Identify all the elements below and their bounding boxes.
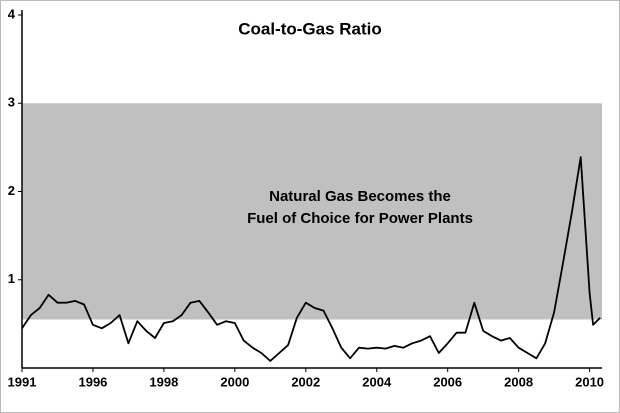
data-line [21, 156, 601, 362]
y-tick-label: 2 [8, 183, 15, 198]
x-tick-label: 2000 [220, 374, 249, 389]
y-tick-label: 4 [8, 6, 16, 21]
chart-title: Coal-to-Gas Ratio [238, 19, 382, 38]
x-tick-label: 2004 [362, 374, 392, 389]
x-tick-label: 1991 [8, 374, 37, 389]
x-tick-label: 2002 [291, 374, 320, 389]
x-tick-label: 1998 [149, 374, 178, 389]
annotation: Fuel of Choice for Power Plants [247, 210, 473, 227]
x-tick-label: 2006 [433, 374, 462, 389]
x-tick-label: 1996 [78, 374, 107, 389]
y-tick-label: 1 [8, 271, 15, 286]
x-tick-label: 2008 [504, 374, 533, 389]
plot-area: 1 2 3 4 1991 1996 1998 2000 2002 2004 2006 2008 2010 [8, 6, 605, 389]
x-tick-label: 2010 [575, 374, 604, 389]
y-tick-label: 3 [8, 95, 15, 110]
annotation: Natural Gas Becomes the [269, 188, 451, 205]
shaded-band [22, 103, 602, 320]
